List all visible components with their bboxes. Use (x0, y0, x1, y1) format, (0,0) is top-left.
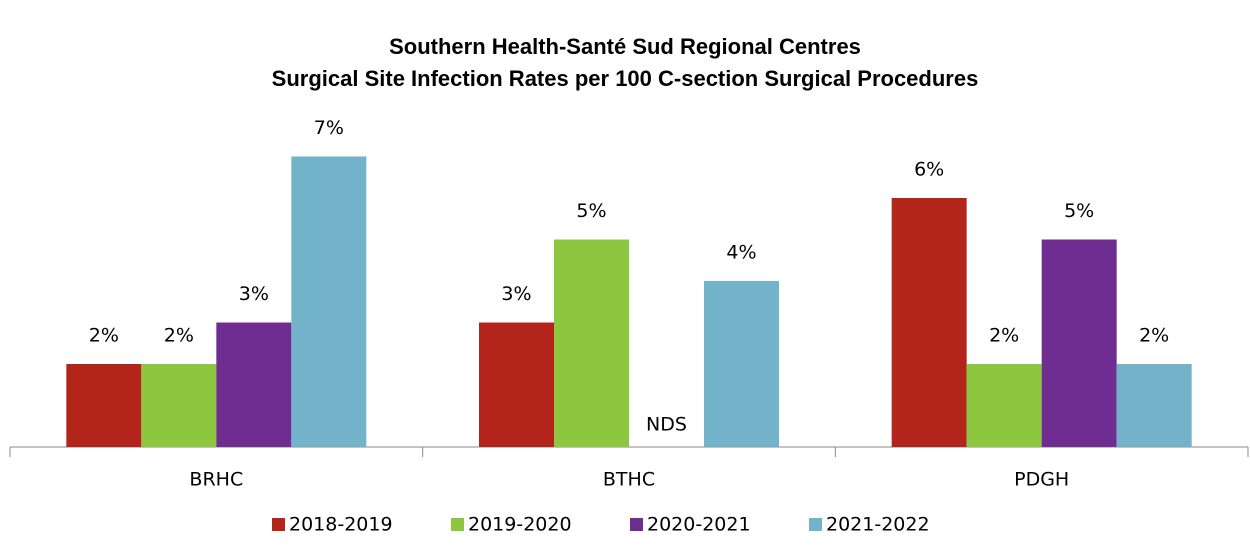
data-label: 2% (1139, 325, 1169, 347)
x-tick-label: BRHC (189, 469, 243, 491)
x-tick-label: BTHC (603, 469, 655, 491)
legend-swatch (809, 518, 822, 531)
legend-label: 2019-2020 (468, 514, 572, 536)
chart-title: Southern Health-Santé Sud Regional Centr… (389, 34, 861, 59)
data-label: 7% (314, 117, 344, 139)
data-label: 2% (989, 325, 1019, 347)
data-label: 4% (726, 242, 756, 264)
legend-label: 2020-2021 (647, 514, 751, 536)
legend-label: 2018-2019 (289, 514, 393, 536)
data-label: 5% (1064, 200, 1094, 222)
bar (1116, 364, 1192, 447)
data-label: 5% (576, 200, 606, 222)
x-tick-label: PDGH (1014, 469, 1069, 491)
bar (554, 239, 629, 447)
bar (66, 364, 142, 447)
data-label: 6% (914, 159, 944, 181)
bar (216, 322, 292, 447)
legend-swatch (630, 518, 643, 531)
legend-label: 2021-2022 (826, 514, 930, 536)
data-label: 3% (239, 283, 269, 305)
legend-swatch (272, 518, 285, 531)
bar (966, 364, 1042, 447)
bar (891, 198, 967, 447)
data-label: 3% (501, 283, 531, 305)
bar (141, 364, 217, 447)
legend-swatch (451, 518, 464, 531)
data-label: 2% (89, 325, 119, 347)
bar (1041, 239, 1117, 447)
data-label: 2% (164, 325, 194, 347)
data-label: NDS (646, 414, 687, 436)
chart-subtitle: Surgical Site Infection Rates per 100 C-… (272, 66, 979, 91)
bar (704, 281, 779, 447)
bar (291, 156, 367, 447)
bar (479, 322, 554, 447)
